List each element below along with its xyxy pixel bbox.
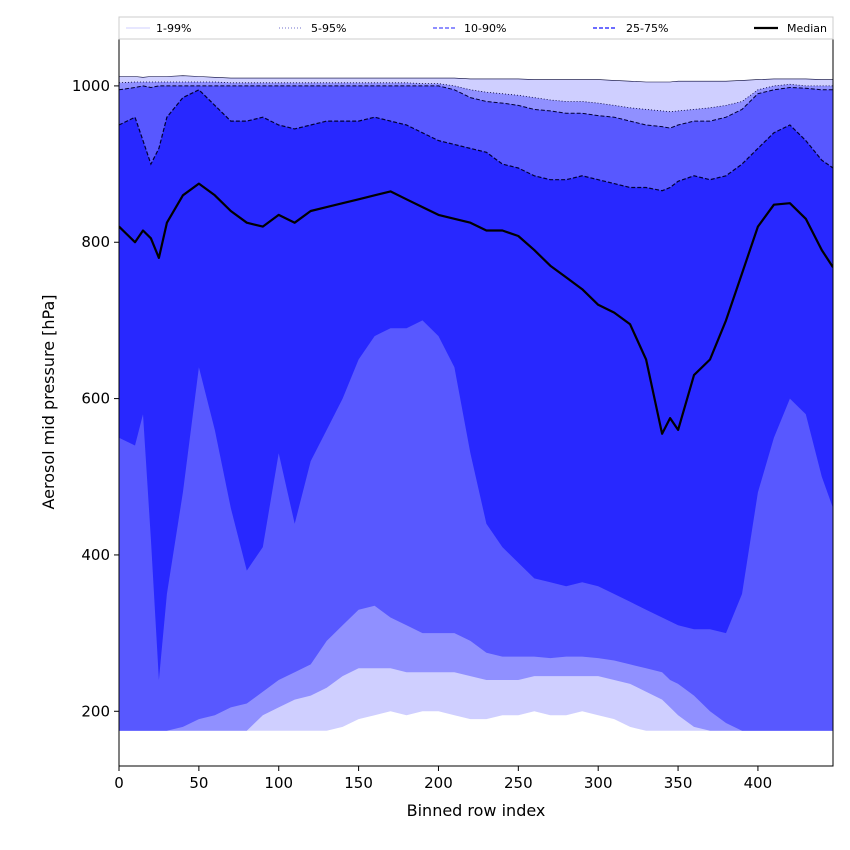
edge-25-75-upper [119, 89, 833, 192]
legend-label: Median [787, 22, 827, 35]
median-line [119, 182, 833, 435]
x-tick-label: 150 [344, 774, 373, 792]
edge-1-99-upper [119, 75, 833, 83]
edge-10-90-upper [119, 85, 833, 129]
x-tick-label: 350 [664, 774, 693, 792]
legend-label: 10-90% [464, 22, 506, 35]
y-axis: 200 400 600 800 1000 [72, 77, 119, 720]
legend-label: 1-99% [156, 22, 191, 35]
y-tick-label: 800 [81, 233, 110, 251]
x-axis-label: Binned row index [407, 801, 546, 820]
x-tick-label: 50 [189, 774, 208, 792]
plot-area [119, 75, 833, 731]
x-tick-label: 250 [504, 774, 533, 792]
legend: 1-99% 5-95% 10-90% 25-75% Median [118, 16, 834, 40]
x-tick-label: 400 [744, 774, 773, 792]
x-tick-label: 300 [584, 774, 613, 792]
y-tick-label: 200 [81, 702, 110, 720]
legend-label: 25-75% [626, 22, 668, 35]
x-tick-label: 0 [114, 774, 124, 792]
legend-label: 5-95% [311, 22, 346, 35]
y-tick-label: 1000 [72, 77, 110, 95]
x-axis: 0 50 100 150 200 250 300 350 400 [114, 766, 772, 792]
y-tick-label: 600 [81, 390, 110, 408]
x-tick-label: 200 [424, 774, 453, 792]
y-tick-label: 400 [81, 546, 110, 564]
legend-box [118, 16, 834, 40]
band-25-75 [119, 89, 833, 681]
y-axis-label: Aerosol mid pressure [hPa] [39, 294, 58, 509]
x-tick-label: 100 [264, 774, 293, 792]
